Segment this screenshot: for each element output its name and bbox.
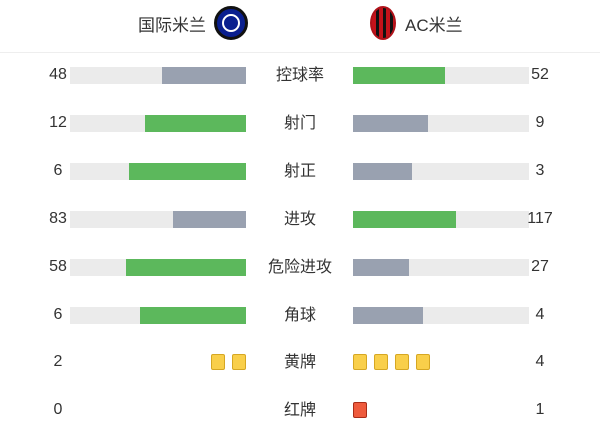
away-cards	[353, 354, 430, 370]
away-bar-track	[353, 307, 529, 324]
home-value: 6	[53, 306, 63, 323]
stat-label: 危险进攻	[267, 259, 332, 276]
stat-label: 控球率	[275, 67, 324, 84]
inter-milan-logo	[214, 6, 248, 40]
yellow-card-icon	[353, 354, 367, 370]
away-value: 117	[527, 210, 553, 227]
away-cards	[353, 402, 367, 418]
card-row: 2 黄牌 4	[0, 352, 600, 372]
stat-label: 黄牌	[283, 354, 316, 371]
stat-label: 角球	[283, 307, 316, 324]
home-bar-track	[70, 67, 246, 84]
home-value: 48	[49, 66, 67, 83]
stat-label: 红牌	[283, 402, 316, 419]
stat-label: 射门	[283, 115, 316, 132]
home-value: 6	[53, 162, 63, 179]
home-value: 58	[49, 258, 67, 275]
yellow-card-icon	[232, 354, 246, 370]
away-bar-fill	[353, 259, 409, 276]
stat-row: 48 控球率 52	[0, 65, 600, 85]
stat-row: 12 射门 9	[0, 113, 600, 133]
home-bar-track	[70, 259, 246, 276]
away-team-name: AC米兰	[405, 15, 463, 35]
stat-row: 6 角球 4	[0, 305, 600, 325]
home-bar-track	[70, 307, 246, 324]
away-bar-fill	[353, 163, 412, 180]
home-value: 83	[49, 210, 67, 227]
away-bar-track	[353, 67, 529, 84]
home-team[interactable]: 国际米兰	[138, 6, 248, 40]
away-value: 4	[535, 353, 545, 370]
away-value: 52	[531, 66, 549, 83]
home-value: 12	[49, 114, 67, 131]
yellow-card-icon	[416, 354, 430, 370]
card-row: 0 红牌 1	[0, 400, 600, 420]
stat-row: 6 射正 3	[0, 161, 600, 181]
away-bar-track	[353, 115, 529, 132]
header-divider	[0, 52, 600, 53]
home-bar-fill	[140, 307, 246, 324]
home-team-name: 国际米兰	[138, 15, 206, 35]
away-value: 1	[535, 401, 545, 418]
home-value: 0	[53, 401, 63, 418]
away-value: 4	[535, 306, 545, 323]
away-bar-track	[353, 259, 529, 276]
home-bar-track	[70, 115, 246, 132]
away-bar-fill	[353, 307, 424, 324]
away-bar-fill	[353, 115, 429, 132]
ac-milan-logo	[370, 6, 396, 40]
away-bar-track	[353, 163, 529, 180]
home-bar-fill	[161, 67, 246, 84]
home-bar-track	[70, 211, 246, 228]
home-bar-fill	[125, 259, 246, 276]
home-bar-fill	[145, 115, 246, 132]
stat-row: 83 进攻 117	[0, 209, 600, 229]
away-bar-fill	[353, 67, 445, 84]
home-value: 2	[53, 353, 63, 370]
home-bar-track	[70, 163, 246, 180]
away-team[interactable]: AC米兰	[370, 6, 463, 40]
yellow-card-icon	[211, 354, 225, 370]
stat-label: 射正	[283, 163, 316, 180]
away-value: 27	[531, 258, 549, 275]
yellow-card-icon	[395, 354, 409, 370]
away-value: 9	[535, 114, 545, 131]
yellow-card-icon	[374, 354, 388, 370]
home-cards	[211, 354, 246, 370]
stat-row: 58 危险进攻 27	[0, 257, 600, 277]
away-bar-track	[353, 211, 529, 228]
home-bar-fill	[128, 163, 246, 180]
away-bar-fill	[353, 211, 456, 228]
stat-label: 进攻	[283, 211, 316, 228]
home-bar-fill	[172, 211, 246, 228]
away-value: 3	[535, 162, 545, 179]
red-card-icon	[353, 402, 367, 418]
